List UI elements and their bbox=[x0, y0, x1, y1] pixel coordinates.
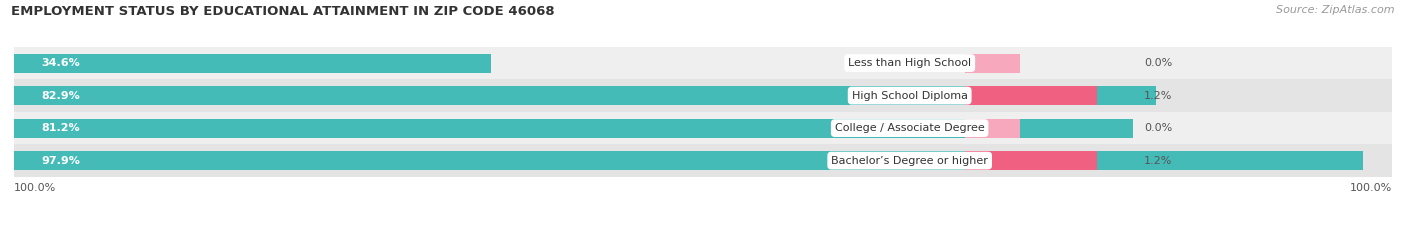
Text: 97.9%: 97.9% bbox=[42, 156, 80, 166]
Text: 1.2%: 1.2% bbox=[1144, 91, 1173, 101]
Text: 82.9%: 82.9% bbox=[42, 91, 80, 101]
Text: EMPLOYMENT STATUS BY EDUCATIONAL ATTAINMENT IN ZIP CODE 46068: EMPLOYMENT STATUS BY EDUCATIONAL ATTAINM… bbox=[11, 5, 555, 18]
Bar bbox=[965, 54, 1019, 72]
Text: 34.6%: 34.6% bbox=[42, 58, 80, 68]
Text: 81.2%: 81.2% bbox=[42, 123, 80, 133]
Bar bbox=[965, 86, 1097, 105]
Text: 100.0%: 100.0% bbox=[1350, 183, 1392, 193]
Text: Source: ZipAtlas.com: Source: ZipAtlas.com bbox=[1277, 5, 1395, 15]
Bar bbox=[14, 119, 1133, 137]
Bar bbox=[14, 79, 1392, 112]
Bar bbox=[965, 151, 1097, 170]
Bar bbox=[14, 144, 1392, 177]
Text: 0.0%: 0.0% bbox=[1144, 123, 1173, 133]
Bar bbox=[14, 112, 1392, 144]
Bar bbox=[14, 47, 1392, 79]
Text: College / Associate Degree: College / Associate Degree bbox=[835, 123, 984, 133]
Bar bbox=[965, 119, 1019, 137]
Bar bbox=[14, 86, 1156, 105]
Text: Bachelor’s Degree or higher: Bachelor’s Degree or higher bbox=[831, 156, 988, 166]
Bar bbox=[14, 151, 1362, 170]
Text: 100.0%: 100.0% bbox=[14, 183, 56, 193]
Text: 0.0%: 0.0% bbox=[1144, 58, 1173, 68]
Text: 1.2%: 1.2% bbox=[1144, 156, 1173, 166]
Text: Less than High School: Less than High School bbox=[848, 58, 972, 68]
Bar bbox=[14, 54, 491, 72]
Text: High School Diploma: High School Diploma bbox=[852, 91, 967, 101]
